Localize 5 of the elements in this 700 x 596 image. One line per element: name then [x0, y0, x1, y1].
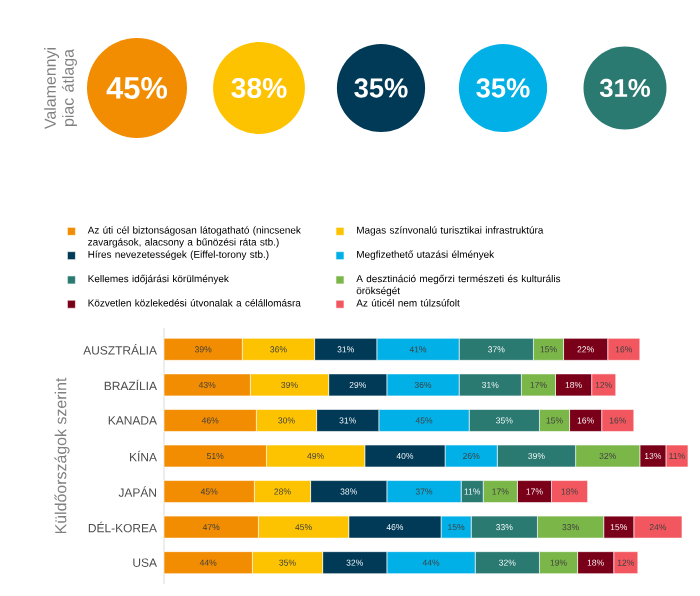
data-label: 38% — [231, 77, 287, 99]
data-label: 31% — [599, 78, 651, 98]
data-label: 35% — [476, 78, 530, 98]
data-label: 35% — [354, 78, 408, 98]
data-label: 45% — [106, 77, 168, 99]
